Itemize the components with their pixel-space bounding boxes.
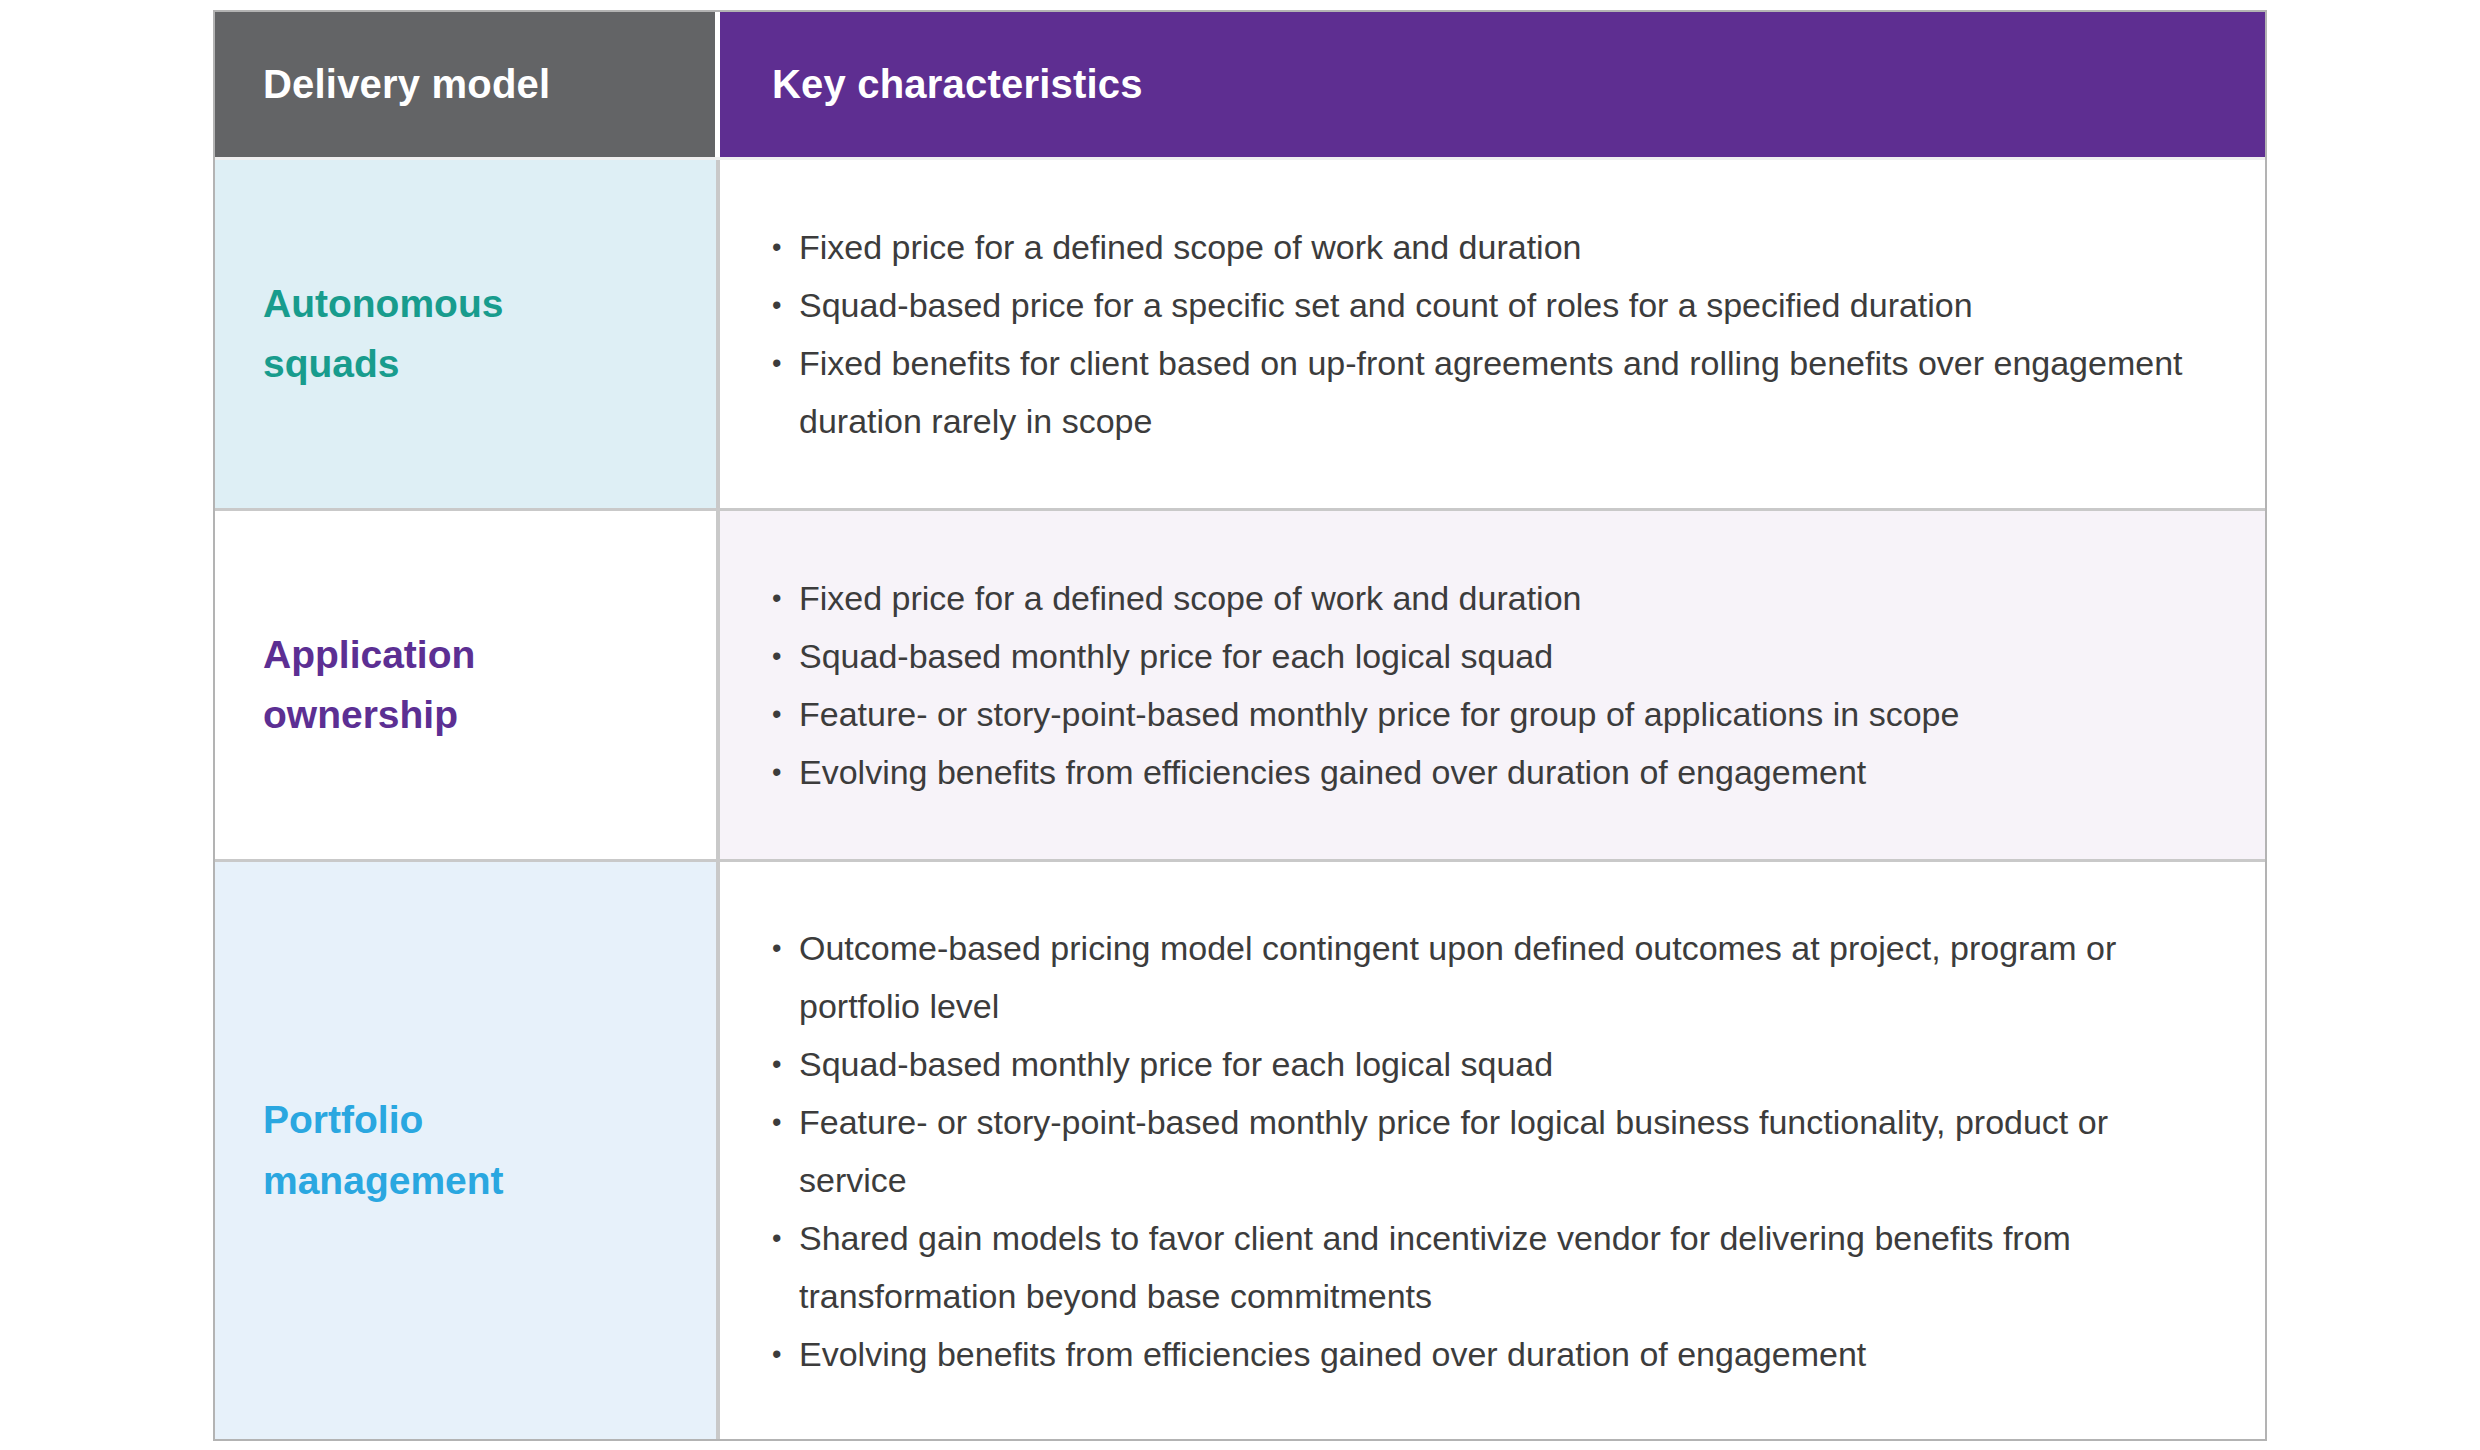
header-label-key-characteristics: Key characteristics <box>772 62 2221 107</box>
bullet-item: • Fixed price for a defined scope of wor… <box>772 218 2221 276</box>
bullet-dot: • <box>772 1035 799 1093</box>
bullet-list: • Fixed price for a defined scope of wor… <box>772 218 2221 450</box>
bullet-text: Feature- or story-point-based monthly pr… <box>799 1093 2221 1209</box>
bullet-dot: • <box>772 1093 799 1209</box>
bullet-item: • Squad-based price for a specific set a… <box>772 276 2221 334</box>
bullet-dot: • <box>772 627 799 685</box>
table-row-portfolio-management: Portfolio management • Outcome-based pri… <box>215 859 2265 1439</box>
row-characteristics-cell-application-ownership: • Fixed price for a defined scope of wor… <box>720 511 2265 859</box>
bullet-item: • Feature- or story-point-based monthly … <box>772 685 2221 743</box>
bullet-dot: • <box>772 334 799 450</box>
row-label-cell-autonomous-squads: Autonomous squads <box>215 160 720 508</box>
bullet-text: Fixed price for a defined scope of work … <box>799 218 2221 276</box>
bullet-dot: • <box>772 276 799 334</box>
bullet-text: Squad-based monthly price for each logic… <box>799 1035 2221 1093</box>
row-label-cell-application-ownership: Application ownership <box>215 511 720 859</box>
row-label-application-ownership: Application ownership <box>263 625 563 746</box>
bullet-text: Evolving benefits from efficiencies gain… <box>799 743 2221 801</box>
bullet-dot: • <box>772 1209 799 1325</box>
bullet-item: • Feature- or story-point-based monthly … <box>772 1093 2221 1209</box>
row-characteristics-cell-autonomous-squads: • Fixed price for a defined scope of wor… <box>720 160 2265 508</box>
table-row-autonomous-squads: Autonomous squads • Fixed price for a de… <box>215 160 2265 508</box>
bullet-dot: • <box>772 685 799 743</box>
bullet-item: • Fixed price for a defined scope of wor… <box>772 569 2221 627</box>
delivery-models-table: Delivery model Key characteristics Auton… <box>213 10 2267 1441</box>
bullet-text: Fixed benefits for client based on up-fr… <box>799 334 2221 450</box>
bullet-text: Squad-based monthly price for each logic… <box>799 627 2221 685</box>
table-header-row: Delivery model Key characteristics <box>215 12 2265 160</box>
bullet-item: • Outcome-based pricing model contingent… <box>772 919 2221 1035</box>
bullet-dot: • <box>772 569 799 627</box>
bullet-dot: • <box>772 919 799 1035</box>
bullet-item: • Squad-based monthly price for each log… <box>772 1035 2221 1093</box>
table-row-application-ownership: Application ownership • Fixed price for … <box>215 508 2265 859</box>
bullet-item: • Fixed benefits for client based on up-… <box>772 334 2221 450</box>
row-characteristics-cell-portfolio-management: • Outcome-based pricing model contingent… <box>720 862 2265 1439</box>
bullet-item: • Evolving benefits from efficiencies ga… <box>772 743 2221 801</box>
bullet-text: Feature- or story-point-based monthly pr… <box>799 685 2221 743</box>
bullet-dot: • <box>772 743 799 801</box>
bullet-text: Fixed price for a defined scope of work … <box>799 569 2221 627</box>
bullet-list: • Fixed price for a defined scope of wor… <box>772 569 2221 801</box>
bullet-item: • Shared gain models to favor client and… <box>772 1209 2221 1325</box>
header-label-delivery-model: Delivery model <box>263 62 550 107</box>
bullet-dot: • <box>772 218 799 276</box>
row-label-cell-portfolio-management: Portfolio management <box>215 862 720 1439</box>
bullet-item: • Evolving benefits from efficiencies ga… <box>772 1325 2221 1383</box>
bullet-text: Outcome-based pricing model contingent u… <box>799 919 2221 1035</box>
bullet-dot: • <box>772 1325 799 1383</box>
header-cell-delivery-model: Delivery model <box>215 12 720 157</box>
row-label-portfolio-management: Portfolio management <box>263 1090 563 1211</box>
bullet-item: • Squad-based monthly price for each log… <box>772 627 2221 685</box>
bullet-text: Evolving benefits from efficiencies gain… <box>799 1325 2221 1383</box>
bullet-text: Shared gain models to favor client and i… <box>799 1209 2221 1325</box>
header-cell-key-characteristics: Key characteristics <box>720 12 2265 157</box>
bullet-list: • Outcome-based pricing model contingent… <box>772 919 2221 1383</box>
bullet-text: Squad-based price for a specific set and… <box>799 276 2221 334</box>
page-canvas: Delivery model Key characteristics Auton… <box>0 0 2480 1450</box>
row-label-autonomous-squads: Autonomous squads <box>263 274 563 395</box>
